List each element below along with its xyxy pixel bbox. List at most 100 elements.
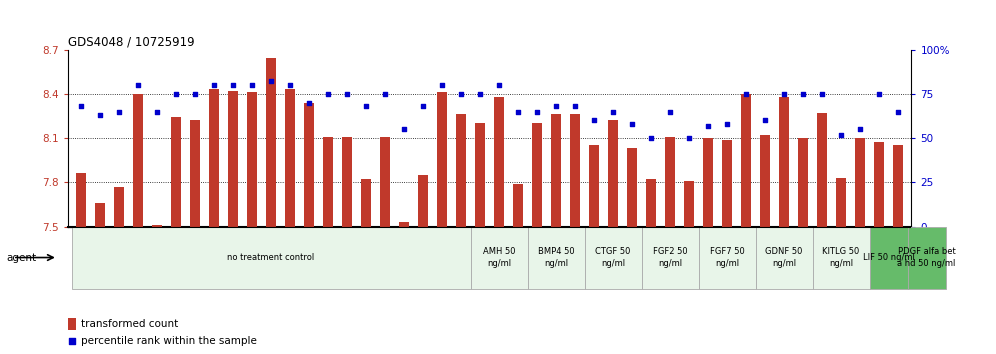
Point: [299, 240, 315, 245]
Bar: [779, 97, 789, 227]
Bar: [114, 187, 124, 227]
Bar: [907, 227, 945, 289]
Bar: [513, 184, 523, 227]
Bar: [228, 91, 238, 227]
Point: [605, 109, 621, 114]
Bar: [551, 114, 562, 227]
Point: [130, 82, 146, 88]
Bar: [741, 94, 751, 227]
Point: [206, 82, 222, 88]
Text: FGF2 50
ng/ml: FGF2 50 ng/ml: [652, 247, 687, 268]
Point: [586, 118, 602, 123]
Point: [472, 91, 488, 97]
Point: [149, 109, 165, 114]
Point: [700, 123, 716, 129]
Bar: [72, 227, 470, 289]
Bar: [266, 58, 276, 227]
Point: [453, 91, 469, 97]
Text: BMP4 50
ng/ml: BMP4 50 ng/ml: [538, 247, 575, 268]
Bar: [585, 227, 641, 289]
Bar: [470, 227, 528, 289]
Bar: [304, 103, 315, 227]
Bar: [756, 227, 813, 289]
Bar: [379, 137, 390, 227]
Bar: [641, 227, 698, 289]
Point: [757, 118, 773, 123]
Point: [795, 91, 811, 97]
Bar: [589, 145, 600, 227]
Bar: [398, 222, 409, 227]
Point: [776, 91, 792, 97]
Point: [681, 135, 697, 141]
Text: PDGF alfa bet
a hd 50 ng/ml: PDGF alfa bet a hd 50 ng/ml: [897, 247, 956, 268]
Point: [719, 121, 735, 127]
Point: [415, 103, 431, 109]
Point: [872, 91, 887, 97]
Point: [359, 103, 374, 109]
Bar: [664, 137, 675, 227]
Point: [263, 79, 279, 84]
Text: transformed count: transformed count: [81, 319, 178, 329]
Point: [244, 82, 260, 88]
Bar: [684, 181, 694, 227]
Text: no treatment control: no treatment control: [227, 253, 315, 262]
Point: [529, 109, 545, 114]
Point: [112, 109, 127, 114]
Bar: [437, 92, 447, 227]
Point: [92, 112, 108, 118]
Text: percentile rank within the sample: percentile rank within the sample: [81, 336, 257, 346]
Bar: [570, 114, 581, 227]
Bar: [608, 120, 619, 227]
Bar: [836, 178, 847, 227]
Bar: [417, 175, 428, 227]
Point: [510, 109, 526, 114]
Point: [377, 91, 393, 97]
Point: [852, 126, 868, 132]
Point: [187, 91, 203, 97]
Bar: [760, 135, 770, 227]
Bar: [703, 138, 713, 227]
Point: [225, 82, 241, 88]
Point: [491, 82, 507, 88]
Point: [168, 91, 184, 97]
Bar: [190, 120, 200, 227]
Point: [833, 132, 849, 137]
Bar: [855, 138, 866, 227]
Bar: [132, 94, 143, 227]
Bar: [817, 113, 828, 227]
Point: [301, 100, 317, 105]
Bar: [285, 89, 295, 227]
Point: [643, 135, 659, 141]
Point: [548, 103, 564, 109]
Bar: [870, 227, 907, 289]
Bar: [494, 97, 504, 227]
Bar: [151, 225, 162, 227]
Bar: [68, 318, 77, 330]
Bar: [892, 145, 903, 227]
Bar: [528, 227, 585, 289]
Text: LIF 50 ng/ml: LIF 50 ng/ml: [863, 253, 914, 262]
Bar: [873, 142, 884, 227]
Bar: [76, 173, 87, 227]
Point: [434, 82, 450, 88]
Bar: [247, 92, 257, 227]
Bar: [361, 179, 372, 227]
Text: CTGF 50
ng/ml: CTGF 50 ng/ml: [596, 247, 630, 268]
Bar: [645, 179, 656, 227]
Point: [339, 91, 355, 97]
Bar: [170, 118, 181, 227]
Point: [73, 103, 89, 109]
Point: [738, 91, 754, 97]
Point: [890, 109, 906, 114]
Bar: [722, 139, 732, 227]
Bar: [323, 137, 334, 227]
Bar: [456, 114, 466, 227]
Point: [396, 126, 412, 132]
Bar: [813, 227, 870, 289]
Bar: [532, 123, 542, 227]
Bar: [209, 89, 219, 227]
Point: [624, 121, 640, 127]
Bar: [342, 137, 353, 227]
Point: [320, 91, 336, 97]
Bar: [626, 148, 637, 227]
